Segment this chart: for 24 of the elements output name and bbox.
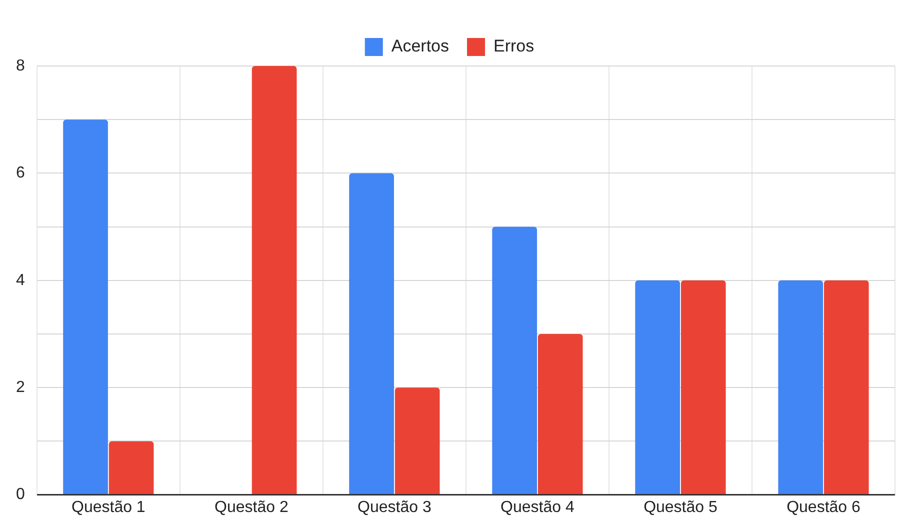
bar (778, 280, 824, 494)
bar (63, 120, 108, 494)
x-tick-label: Questão 6 (786, 498, 861, 516)
bar (108, 441, 154, 494)
x-tick-label: Questão 3 (358, 498, 432, 516)
bar (349, 173, 394, 494)
legend-label: Acertos (391, 36, 450, 56)
x-tick-label: Questão 5 (644, 498, 718, 516)
bar (492, 226, 537, 494)
bar (252, 66, 297, 494)
x-tick-label: Questão 4 (500, 498, 574, 516)
bar (394, 388, 440, 494)
bar (635, 280, 680, 494)
legend-label: Erros (494, 36, 534, 56)
bar (824, 280, 869, 494)
x-tick-label: Questão 1 (71, 498, 146, 516)
y-tick-label: 8 (16, 57, 25, 74)
x-tick-label: Questão 2 (214, 498, 288, 516)
y-tick-label: 2 (16, 379, 25, 396)
bar (538, 334, 583, 494)
bar (680, 280, 726, 494)
y-tick-label: 6 (16, 164, 25, 182)
y-tick-label: 4 (16, 272, 25, 289)
y-tick-label: 0 (16, 486, 25, 504)
